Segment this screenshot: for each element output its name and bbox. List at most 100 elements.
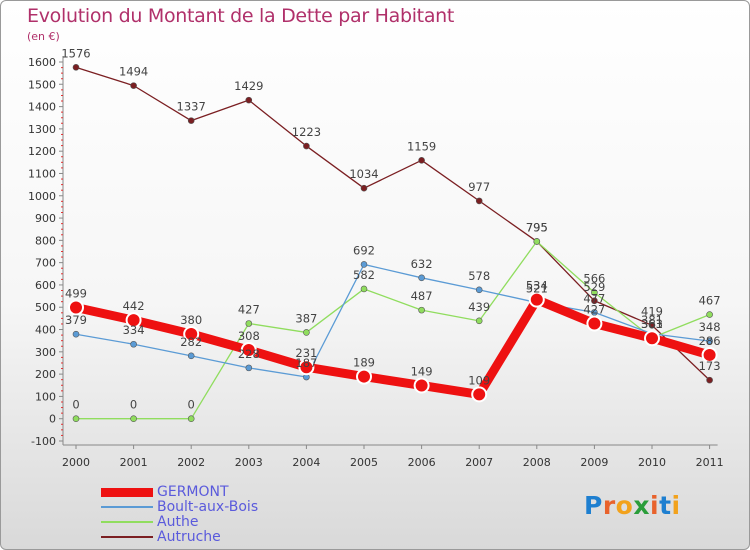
data-point — [72, 415, 80, 423]
data-label: 467 — [699, 294, 721, 308]
x-tick-label: 2003 — [235, 456, 263, 469]
data-label: 419 — [641, 304, 663, 318]
data-label: 1576 — [61, 46, 90, 60]
data-label: 361 — [641, 317, 663, 331]
x-tick-label: 2009 — [580, 456, 608, 469]
data-label: 427 — [583, 303, 605, 317]
data-label: 427 — [238, 303, 260, 317]
data-point — [591, 297, 598, 305]
data-point — [187, 415, 195, 423]
data-point — [475, 197, 483, 205]
legend-swatch — [101, 521, 153, 523]
data-point — [303, 329, 310, 336]
data-label: 477 — [583, 291, 605, 305]
data-label: 363 — [641, 317, 663, 331]
data-label: 499 — [65, 286, 87, 300]
x-tick-label: 2011 — [696, 456, 724, 469]
data-label: 282 — [180, 335, 202, 349]
y-tick-label: 600 — [35, 279, 56, 292]
x-tick-label: 2008 — [523, 456, 551, 469]
data-point — [591, 309, 598, 316]
data-label: 1034 — [349, 167, 378, 181]
data-point — [586, 315, 603, 332]
x-tick-label: 2007 — [465, 456, 493, 469]
data-label: 381 — [641, 313, 663, 327]
y-tick-label: 1300 — [28, 123, 56, 136]
data-label: 977 — [468, 180, 490, 194]
data-label: 109 — [468, 373, 490, 387]
legend-label: Boult-aux-Bois — [157, 499, 259, 515]
data-label: 795 — [526, 220, 548, 234]
data-point — [648, 321, 656, 329]
data-point — [360, 285, 368, 293]
data-point — [130, 82, 137, 89]
legend-swatch — [101, 536, 153, 538]
x-tick-label: 2010 — [638, 456, 666, 469]
data-label: 0 — [72, 398, 79, 412]
data-point — [533, 238, 541, 245]
data-label: 149 — [411, 364, 433, 378]
data-point — [706, 376, 713, 384]
y-tick-label: 200 — [35, 368, 56, 381]
data-label: 534 — [526, 279, 548, 293]
y-tick-label: 1200 — [28, 145, 56, 158]
data-label: 187 — [295, 356, 317, 370]
data-point — [303, 142, 310, 150]
data-point — [591, 289, 598, 296]
data-label: 442 — [123, 299, 145, 313]
data-point — [187, 352, 195, 360]
data-label: 1337 — [177, 100, 206, 114]
series-line-germont — [71, 295, 715, 399]
data-label: 1429 — [234, 79, 263, 93]
data-label: 582 — [353, 268, 375, 282]
data-label: 308 — [238, 329, 260, 343]
legend-swatch — [101, 506, 153, 508]
data-point — [240, 342, 257, 359]
data-label: 380 — [180, 313, 202, 327]
data-point — [644, 330, 660, 347]
data-label: 439 — [468, 300, 490, 314]
data-label: 173 — [699, 359, 721, 373]
chart-title: Evolution du Montant de la Dette par Hab… — [27, 5, 455, 27]
x-tick-label: 2005 — [350, 456, 378, 469]
y-tick-label: 0 — [49, 413, 56, 426]
series-line-authe — [75, 240, 711, 420]
y-tick-label: 800 — [35, 234, 56, 247]
data-point — [528, 291, 545, 308]
data-point — [475, 286, 483, 294]
legend-label: Autruche — [157, 529, 221, 545]
data-point — [475, 317, 483, 325]
data-point — [706, 337, 713, 345]
data-label: 286 — [699, 334, 721, 348]
data-point — [68, 299, 84, 316]
data-label: 231 — [295, 346, 317, 360]
y-tick-label: 400 — [35, 324, 56, 337]
y-tick-label: 1500 — [28, 78, 56, 91]
data-label: 1159 — [407, 139, 436, 153]
data-label: 578 — [468, 269, 490, 283]
data-point — [245, 364, 253, 372]
data-label: 692 — [353, 243, 375, 257]
data-label: 487 — [411, 289, 433, 303]
data-label: 379 — [65, 313, 87, 327]
data-point — [356, 368, 372, 385]
data-label: 334 — [123, 323, 145, 337]
data-label: 521 — [526, 282, 548, 296]
data-point — [418, 306, 425, 314]
y-tick-label: 300 — [35, 346, 56, 359]
legend-label: GERMONT — [157, 484, 229, 500]
y-tick-label: 500 — [35, 301, 56, 314]
data-point — [418, 274, 425, 282]
data-label: 228 — [238, 347, 260, 361]
data-point — [701, 346, 718, 363]
x-tick-label: 2000 — [62, 456, 90, 469]
data-point — [413, 377, 430, 394]
data-point — [245, 96, 253, 104]
data-point — [471, 386, 488, 403]
y-tick-label: 900 — [35, 212, 56, 225]
legend-swatch — [101, 487, 153, 497]
data-label: 566 — [583, 272, 605, 286]
data-point — [418, 157, 425, 164]
